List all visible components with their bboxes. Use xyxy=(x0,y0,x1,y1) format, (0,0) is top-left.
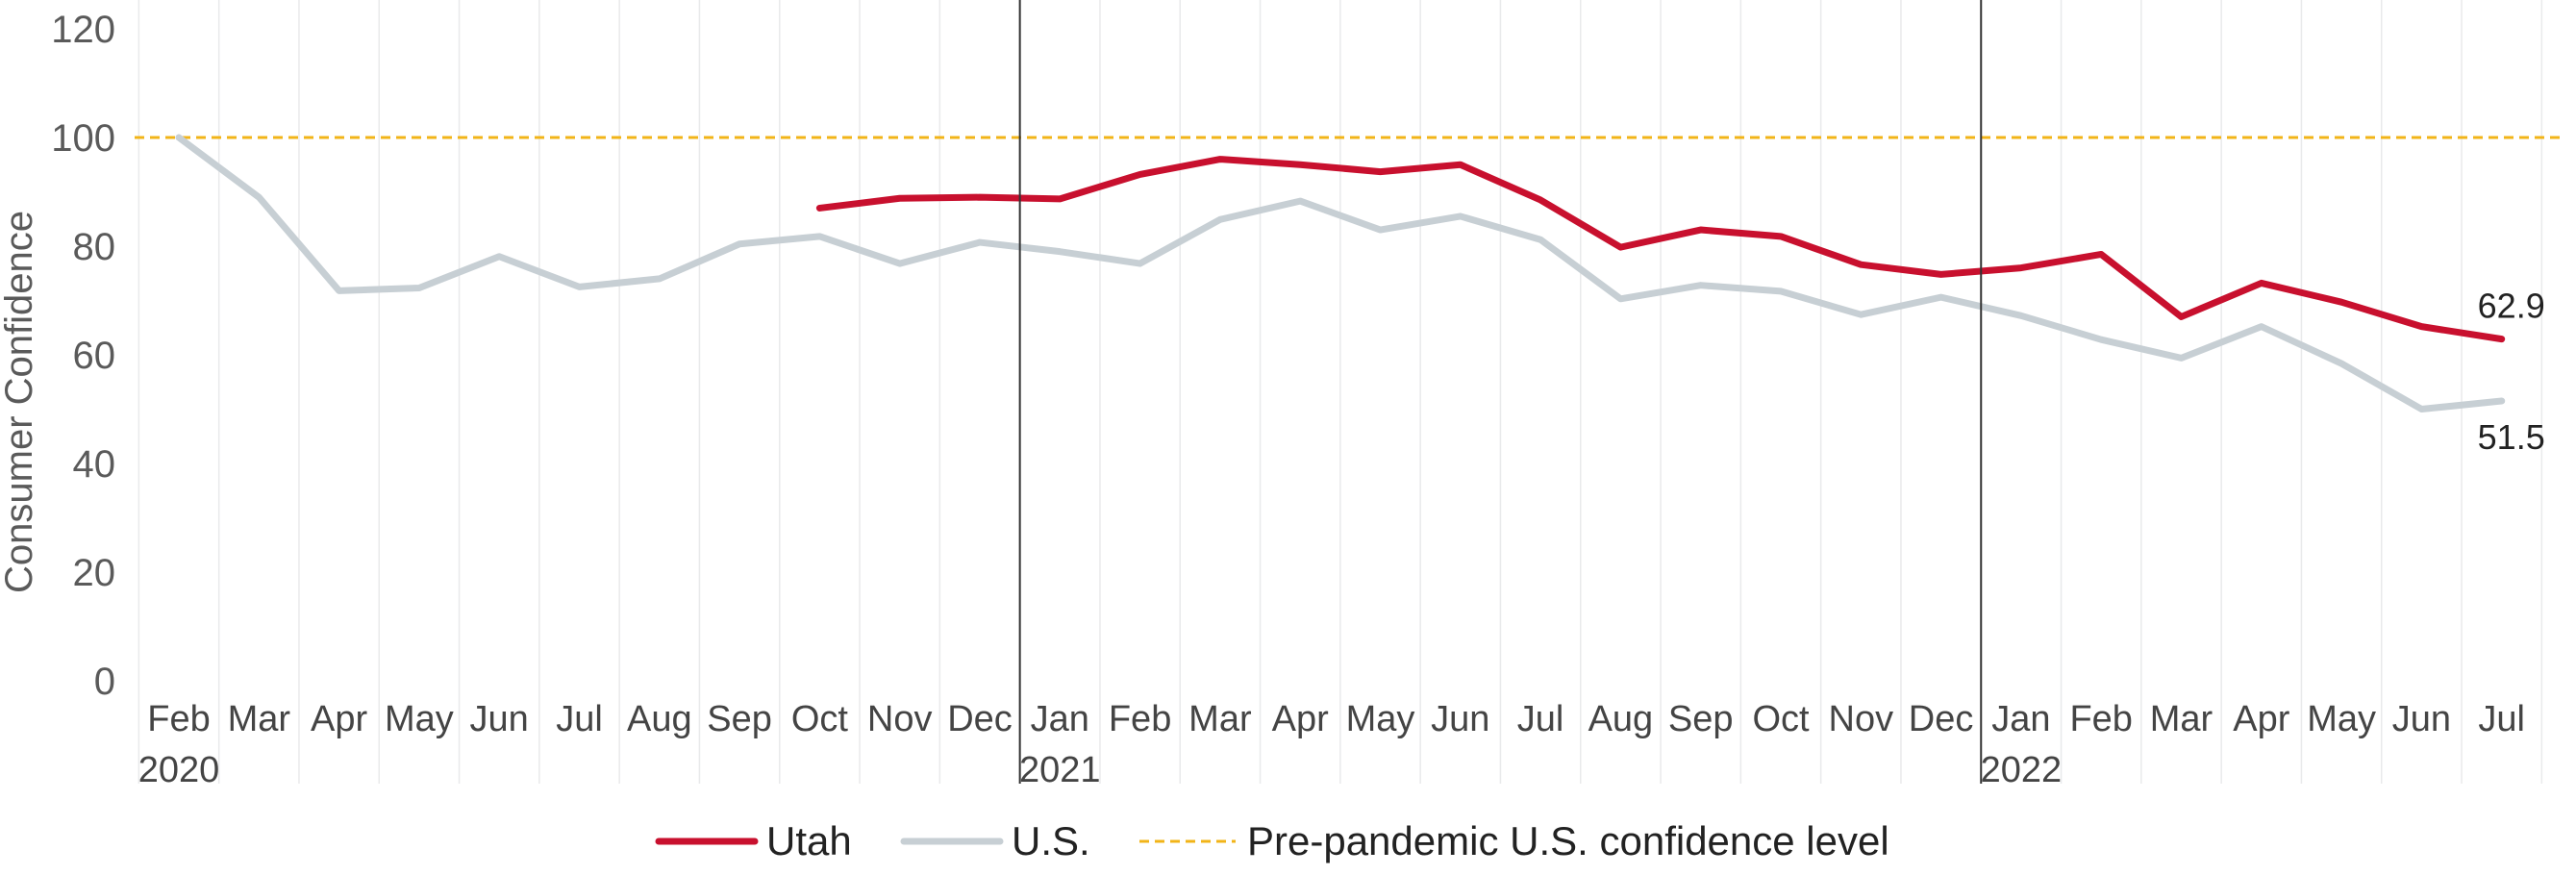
x-tick-label: Sep xyxy=(707,699,772,739)
grid-lines xyxy=(138,0,2543,784)
data-label-utah: 62.9 xyxy=(2478,287,2545,326)
x-tick-label: Sep xyxy=(1668,699,1734,739)
x-tick-label: Nov xyxy=(867,699,933,739)
x-tick-label: Oct xyxy=(1752,699,1810,739)
year-label: 2020 xyxy=(138,750,220,790)
x-tick-label: Aug xyxy=(1588,699,1654,739)
x-tick-label: Feb xyxy=(1109,699,1171,739)
legend-label-reference: Pre-pandemic U.S. confidence level xyxy=(1247,818,1889,863)
y-tick-label: 100 xyxy=(51,117,115,160)
y-axis-title: Consumer Confidence xyxy=(0,211,40,593)
series-line-u-s xyxy=(175,134,2506,412)
x-tick-label: Mar xyxy=(228,699,291,739)
axes: 0 20 40 60 80 100 120 Feb Mar Apr May Jun Jul Aug Sep O… xyxy=(51,0,2525,790)
data-label-u-s: 51.5 xyxy=(2478,417,2545,457)
x-tick-label: Jul xyxy=(2478,699,2525,739)
y-tick-label: 60 xyxy=(73,335,116,377)
x-tick-label: May xyxy=(385,699,454,739)
x-tick-label: Jan xyxy=(1991,699,2050,739)
y-tick-label: 80 xyxy=(73,226,116,268)
x-tick-label: Nov xyxy=(1829,699,1894,739)
x-tick-label: Dec xyxy=(1909,699,1974,739)
x-tick-label: Feb xyxy=(2069,699,2132,739)
series-line-utah xyxy=(815,156,2506,343)
year-label: 2021 xyxy=(1019,750,1101,790)
y-tick-label: 20 xyxy=(73,552,116,594)
x-tick-label: Apr xyxy=(311,699,367,739)
x-tick-label: Dec xyxy=(947,699,1013,739)
series-lines: 62.9 51.5 xyxy=(175,134,2545,457)
x-tick-label: Mar xyxy=(2150,699,2213,739)
legend-label-u-s: U.S. xyxy=(1012,818,1090,863)
x-tick-label: Jan xyxy=(1031,699,1089,739)
year-label: 2022 xyxy=(1981,750,2063,790)
x-tick-label: Jul xyxy=(1517,699,1564,739)
x-tick-label: Jun xyxy=(470,699,529,739)
x-tick-label: Feb xyxy=(147,699,210,739)
legend-label-utah: Utah xyxy=(766,818,852,863)
x-tick-label: Mar xyxy=(1188,699,1252,739)
legend: Utah U.S. Pre-pandemic U.S. confidence lev… xyxy=(655,818,1889,863)
x-tick-label: Oct xyxy=(791,699,849,739)
x-tick-label: May xyxy=(1346,699,1415,739)
x-tick-label: May xyxy=(2307,699,2376,739)
x-tick-label: Apr xyxy=(1272,699,1329,739)
y-tick-label: 40 xyxy=(73,443,116,486)
x-tick-label: Jul xyxy=(556,699,603,739)
x-tick-label: Jun xyxy=(2392,699,2451,739)
y-tick-label: 0 xyxy=(94,661,115,703)
x-tick-label: Apr xyxy=(2233,699,2289,739)
x-tick-label: Aug xyxy=(627,699,692,739)
y-tick-label: 120 xyxy=(51,9,115,51)
x-tick-label: Jun xyxy=(1431,699,1489,739)
